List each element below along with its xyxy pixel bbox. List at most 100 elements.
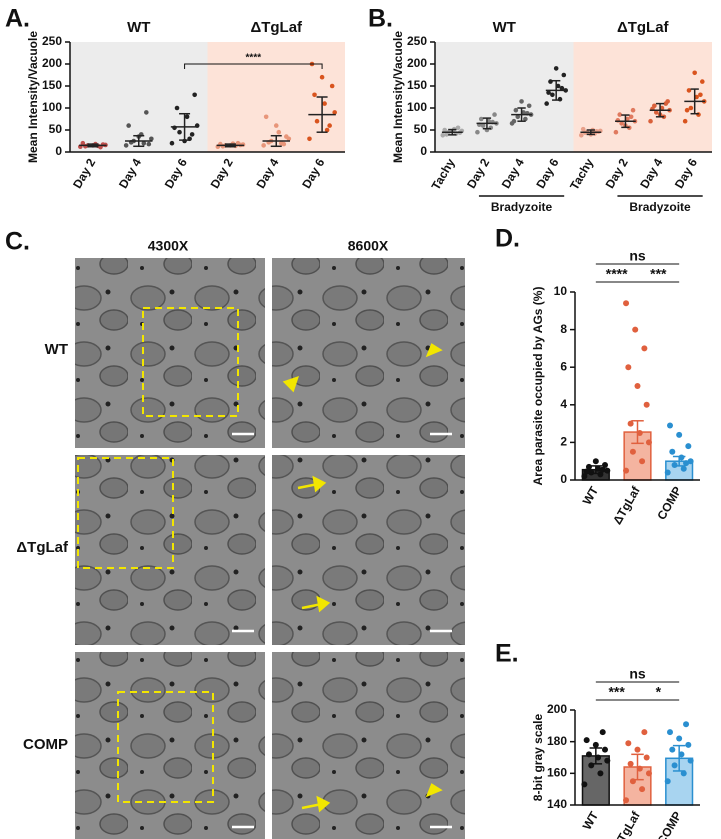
data-point xyxy=(583,468,590,475)
data-point xyxy=(680,770,687,777)
y-axis-label: 8-bit gray scale xyxy=(531,713,545,801)
data-point xyxy=(595,754,602,761)
data-point xyxy=(645,770,652,777)
x-tick-label: Day 2 xyxy=(464,156,492,191)
row-label: COMP xyxy=(23,736,68,753)
data-point xyxy=(676,735,683,742)
data-point xyxy=(686,88,692,93)
data-point xyxy=(521,110,526,115)
significance-label: *** xyxy=(608,684,625,700)
x-tick-label: Day 6 xyxy=(162,156,190,191)
data-point xyxy=(581,781,588,788)
data-point xyxy=(653,110,659,115)
data-point xyxy=(623,797,630,804)
x-tick-label: Tachy xyxy=(429,156,458,193)
data-point xyxy=(585,751,592,758)
data-point xyxy=(184,114,190,120)
significance-label: **** xyxy=(246,53,262,64)
scale-bars xyxy=(232,432,452,829)
x-tick-label: ΔTgLaf xyxy=(610,808,643,839)
arrows xyxy=(282,343,443,813)
data-point xyxy=(550,92,555,98)
data-point xyxy=(189,132,195,137)
micrograph xyxy=(75,258,265,448)
y-tick-label: 2 xyxy=(560,435,567,449)
data-point xyxy=(442,127,447,133)
data-point xyxy=(523,116,528,122)
data-point xyxy=(149,136,154,142)
data-point xyxy=(634,746,641,753)
y-axis-label: Mean Intensity/Vacuole xyxy=(26,31,40,163)
data-point xyxy=(627,420,634,427)
significance-bracket xyxy=(184,63,323,69)
data-point xyxy=(314,118,320,124)
y-axis-label: Mean Intensity/Vacuole xyxy=(391,31,405,163)
y-tick-label: 6 xyxy=(560,359,567,373)
data-point xyxy=(80,140,86,146)
x-tick-label: Day 4 xyxy=(637,156,665,191)
data-point xyxy=(480,123,486,128)
data-point xyxy=(683,460,690,467)
data-point xyxy=(332,110,337,115)
data-point xyxy=(659,105,665,111)
data-point xyxy=(595,465,602,472)
data-point xyxy=(276,129,282,135)
x-tick-label: Day 4 xyxy=(116,156,144,191)
data-point xyxy=(687,458,694,465)
data-point xyxy=(583,737,590,744)
data-point xyxy=(455,125,461,131)
data-point xyxy=(671,762,678,769)
data-point xyxy=(597,770,604,777)
data-point xyxy=(548,79,553,84)
data-point xyxy=(513,107,519,113)
data-point xyxy=(599,729,606,736)
data-point xyxy=(492,112,497,117)
y-tick-label: 10 xyxy=(554,284,568,298)
group-label: ΔTgLaf xyxy=(250,19,303,36)
data-point xyxy=(623,300,630,307)
data-point xyxy=(685,443,692,450)
data-point xyxy=(669,448,676,455)
data-point xyxy=(634,383,641,389)
data-point xyxy=(632,326,639,333)
data-point xyxy=(639,786,646,793)
data-point xyxy=(307,136,312,142)
data-point xyxy=(581,473,588,480)
data-point xyxy=(664,778,671,785)
data-point xyxy=(592,741,599,748)
data-point xyxy=(645,439,652,446)
data-point xyxy=(515,114,521,120)
group-label: ΔTgLaf xyxy=(617,19,670,36)
data-point xyxy=(676,431,683,438)
x-tick-label: Day 2 xyxy=(208,156,236,191)
x-tick-label: Day 6 xyxy=(299,156,327,191)
y-tick-label: 50 xyxy=(414,122,428,136)
data-point xyxy=(643,754,650,761)
significance-label: * xyxy=(656,684,662,700)
y-tick-label: 250 xyxy=(407,34,427,48)
x-tick-label: Day 6 xyxy=(533,156,561,191)
panel-letter: D. xyxy=(495,225,520,253)
x-tick-label: WT xyxy=(580,809,602,833)
x-tick-label: WT xyxy=(580,484,602,508)
data-point xyxy=(192,92,197,98)
panel-letter: B. xyxy=(368,5,393,33)
y-tick-label: 150 xyxy=(407,78,427,92)
data-point xyxy=(555,83,561,89)
data-point xyxy=(281,141,287,147)
micrograph xyxy=(75,652,265,839)
data-point xyxy=(604,757,611,764)
data-point xyxy=(526,103,532,109)
data-point xyxy=(273,123,279,128)
y-tick-label: 4 xyxy=(560,397,567,411)
data-point xyxy=(682,118,688,124)
data-point xyxy=(602,746,608,753)
data-point xyxy=(559,85,565,91)
data-point xyxy=(123,143,129,148)
data-point xyxy=(478,116,484,122)
significance-label: *** xyxy=(650,266,667,282)
micrograph xyxy=(272,455,465,645)
y-tick-label: 200 xyxy=(42,56,62,70)
data-point xyxy=(519,99,524,104)
micrograph xyxy=(75,455,265,645)
